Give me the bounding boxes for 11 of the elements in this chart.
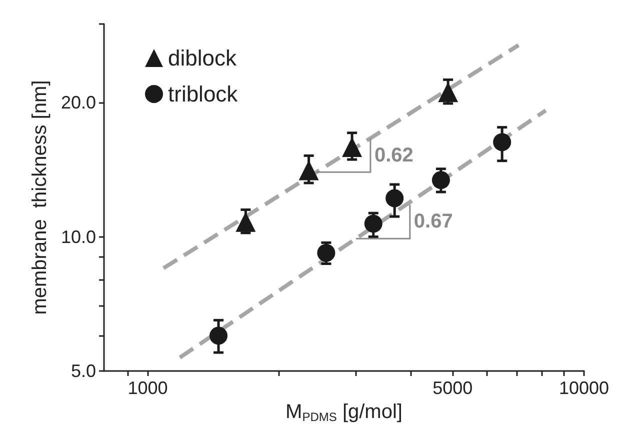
x-tick-label: 5000 [432,378,473,398]
x-tick-label: 1000 [128,378,168,398]
y-tick-label: 20.0 [60,92,96,113]
y-tick-label: 10.0 [60,226,96,247]
legend-label: triblock [168,82,239,106]
x-tick-label: 10000 [558,378,610,398]
legend-label: diblock [168,46,238,70]
annotation: 0.67 [414,210,453,233]
y-axis-title: membrane thickness [nm] [29,80,52,315]
y-tick-label: 5.0 [70,361,96,381]
annotation: 0.62 [374,144,414,166]
